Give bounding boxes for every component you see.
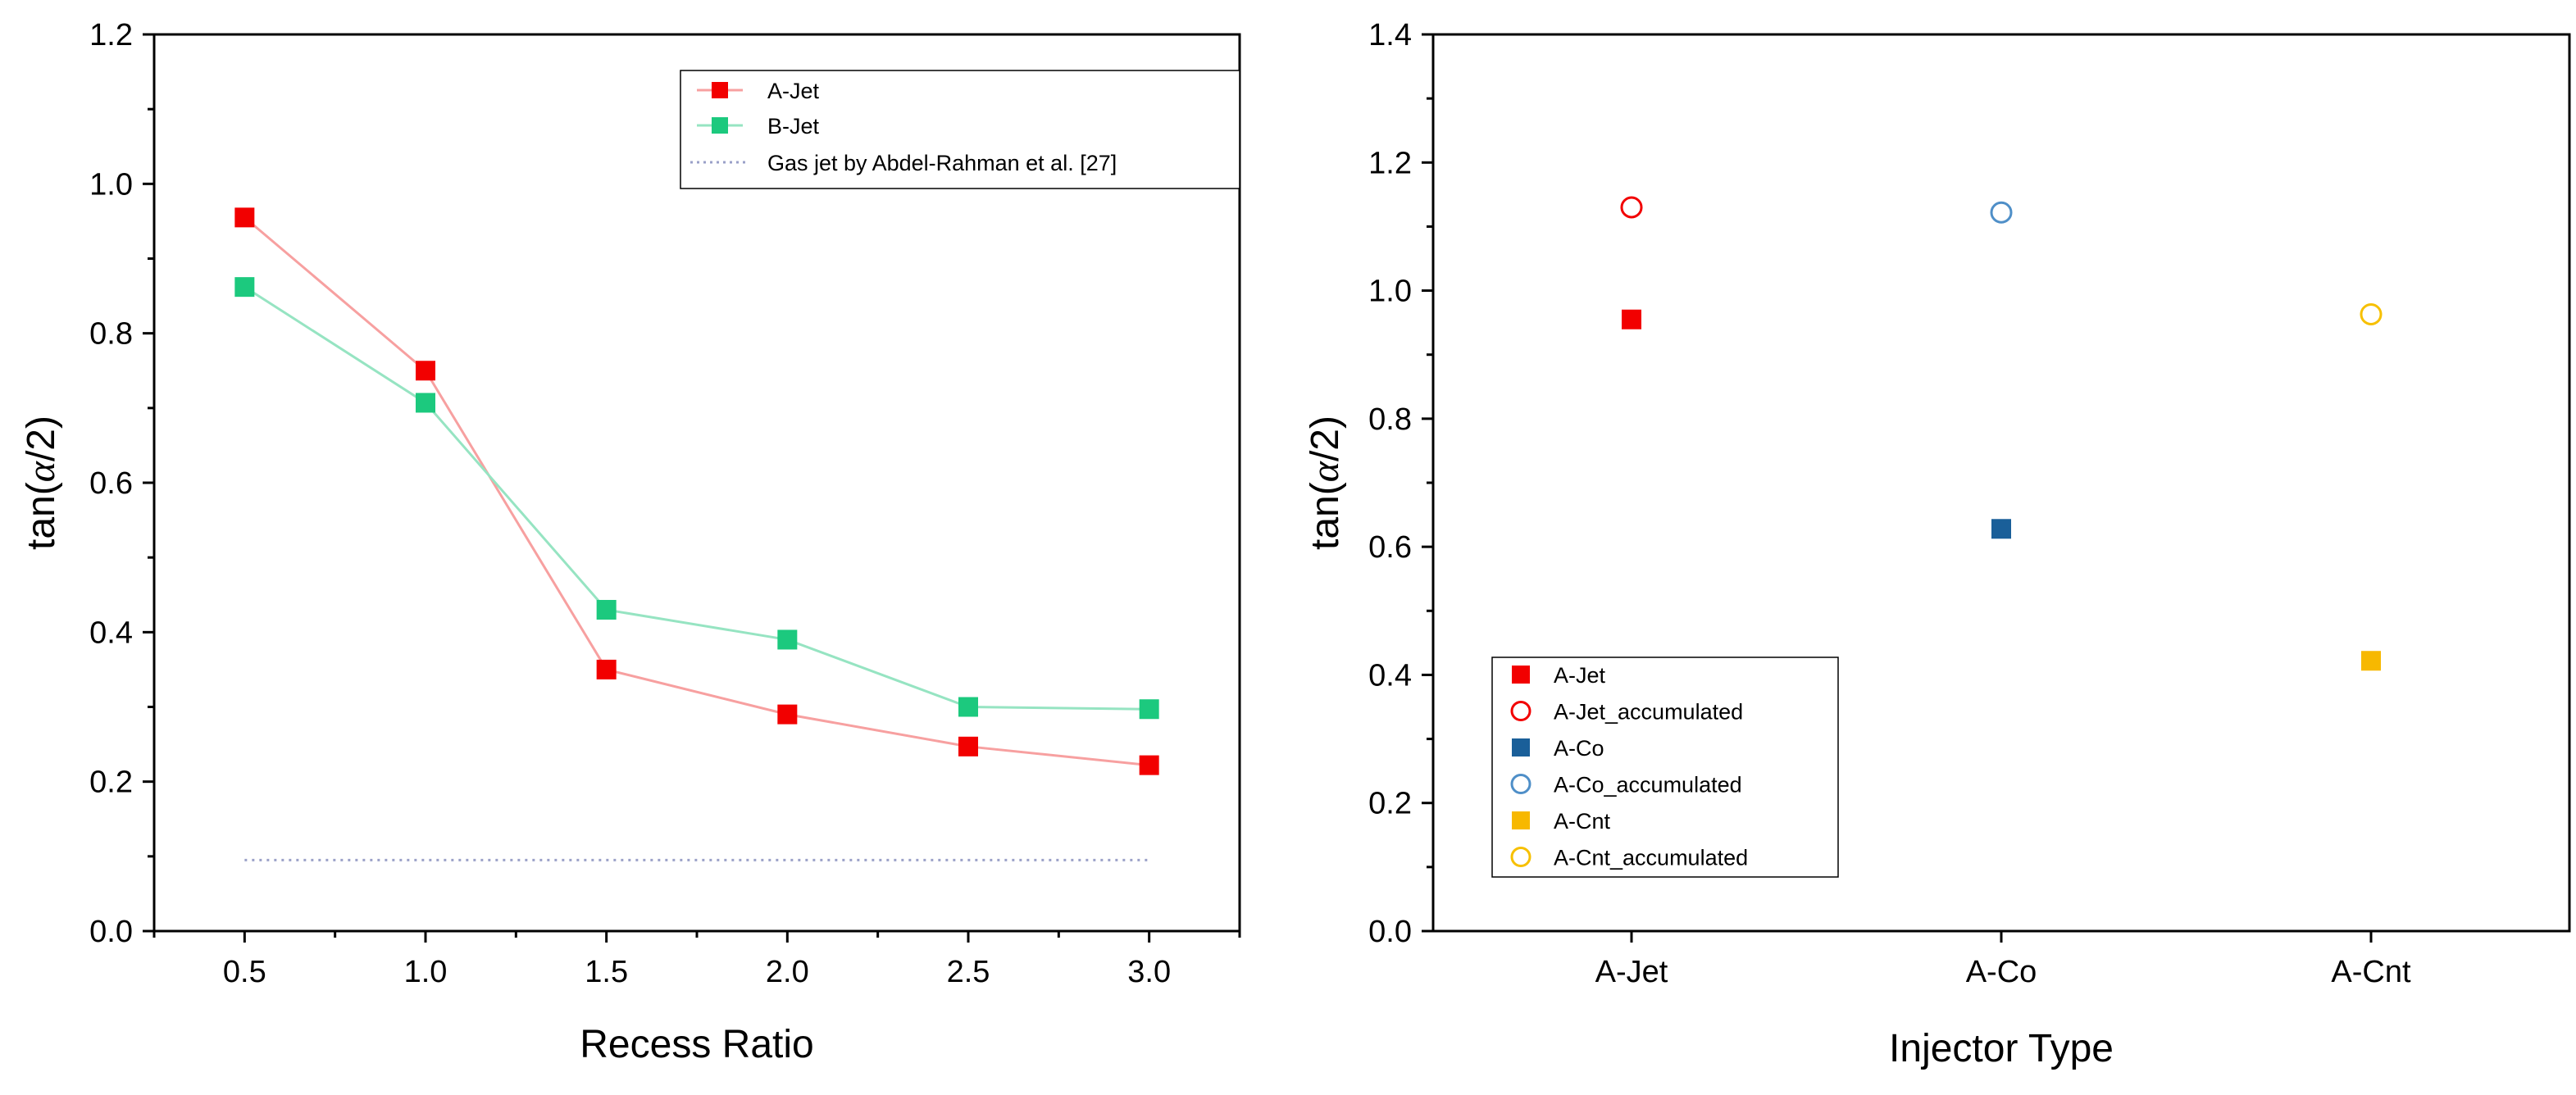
right-y-tick-label: 0.8 (1368, 402, 1412, 437)
left-x-tick-label: 2.5 (947, 955, 990, 989)
legend-label-a-jet-accumulated: A-Jet_accumulated (1554, 700, 1743, 725)
data-point-a-jet (234, 207, 255, 228)
legend-marker-a-jet (1512, 666, 1530, 684)
right-chart: 0.0 0.2 0.4 0.6 0.8 1.0 1.2 1.4 A-Jet A-Co A-Cnt I… (1304, 18, 2571, 1070)
right-legend-items: A-Jet A-Jet_accumulated A-Co A-Co_accumulat… (1510, 663, 1748, 870)
right-x-tick-label: A-Cnt (2331, 955, 2411, 989)
data-point-a-co (1991, 519, 2011, 539)
data-point-b-jet (777, 629, 798, 650)
legend-marker-a-cnt (1512, 811, 1530, 829)
left-series-markers (234, 207, 1159, 775)
left-y-tick-label: 0.4 (89, 616, 133, 650)
right-x-tick-label: A-Co (1966, 955, 2037, 989)
legend-marker-a-cnt-accumulated (1510, 847, 1531, 867)
legend-a-jet-label: A-Jet (767, 79, 820, 103)
legend-marker-a-co-accumulated (1510, 774, 1531, 794)
right-series-markers (1620, 196, 2383, 671)
legend-a-jet-marker (712, 82, 728, 98)
right-axis-ticks: 0.0 0.2 0.4 0.6 0.8 1.0 1.2 1.4 A-Jet A-Co A-Cnt (1368, 18, 2411, 989)
data-point-a-jet (1622, 309, 1641, 329)
right-y-axis-title: tan(α/2) (1304, 416, 1347, 550)
right-x-tick-label: A-Jet (1595, 955, 1668, 989)
series-line-a-jet (243, 216, 1149, 767)
left-axis-ticks: 0.0 0.2 0.4 0.6 0.8 1.0 1.2 0.5 1.0 1.5 2.0 2.5 3.0 (89, 18, 1241, 989)
left-legend-box (680, 70, 1240, 189)
left-y-tick-label: 0.0 (89, 915, 133, 949)
data-point-a-jet (777, 704, 798, 725)
right-y-tick-label: 1.0 (1368, 275, 1412, 309)
legend-label-a-cnt: A-Cnt (1554, 809, 1611, 834)
left-x-tick-label: 1.5 (585, 955, 628, 989)
legend-marker-a-co (1512, 738, 1530, 757)
legend-b-jet-label: B-Jet (767, 114, 820, 139)
right-legend: A-Jet A-Jet_accumulated A-Co A-Co_accumulat… (1491, 657, 1839, 878)
data-point-b-jet (1139, 699, 1159, 720)
left-series-lines (243, 216, 1149, 767)
data-point-b-jet (958, 697, 978, 717)
data-point-b-jet (416, 393, 435, 413)
data-point-a-co-accumulated (1990, 201, 2013, 224)
right-y-tick-label: 0.0 (1368, 915, 1412, 949)
right-y-tick-label: 0.4 (1368, 658, 1412, 693)
right-y-tick-label: 0.6 (1368, 530, 1412, 565)
legend-label-a-jet: A-Jet (1554, 663, 1606, 688)
left-plot-frame (152, 33, 1241, 933)
data-point-a-jet (958, 736, 978, 757)
legend-label-a-cnt-accumulated: A-Cnt_accumulated (1554, 846, 1748, 870)
data-point-a-jet (1139, 755, 1159, 775)
legend-label-a-co-accumulated: A-Co_accumulated (1554, 773, 1742, 797)
data-point-a-jet-accumulated (1620, 196, 1643, 219)
left-chart: 0.00.20.40.60.81.01.20.5 1.0 1.5 2.0 2.5 3.0 … (20, 18, 1241, 1066)
left-x-tick-label: 3.0 (1127, 955, 1171, 989)
left-y-tick-label: 0.8 (89, 317, 133, 352)
left-y-axis-title: tan(α/2) (20, 416, 63, 550)
legend-label-a-co: A-Co (1554, 736, 1604, 761)
left-legend: A-Jet B-Jet Gas jet by Abdel-Rahman et a… (680, 70, 1240, 189)
legend-marker-a-jet-accumulated (1510, 701, 1531, 721)
legend-b-jet-marker (712, 117, 728, 134)
left-y-tick-label: 1.0 (89, 167, 133, 202)
left-x-tick-label: 2.0 (766, 955, 809, 989)
right-plot-frame (1431, 33, 2571, 933)
right-y-tick-label: 1.4 (1368, 18, 1412, 52)
right-legend-box (1491, 657, 1839, 878)
right-y-tick-label: 0.2 (1368, 787, 1412, 821)
data-point-a-cnt-accumulated (2360, 302, 2383, 325)
data-point-a-cnt (2361, 651, 2381, 671)
legend-gas-jet-label: Gas jet by Abdel-Rahman et al. [27] (767, 151, 1117, 175)
left-x-tick-label: 0.5 (223, 955, 266, 989)
left-y-tick-label: 0.6 (89, 466, 133, 501)
data-point-b-jet (596, 599, 617, 620)
left-y-tick-label: 0.2 (89, 766, 133, 800)
left-x-tick-label: 1.0 (404, 955, 448, 989)
data-point-a-jet (596, 659, 617, 679)
left-x-axis-title: Recess Ratio (580, 1023, 813, 1066)
data-point-a-jet (416, 361, 435, 381)
right-x-axis-title: Injector Type (1889, 1027, 2114, 1070)
left-y-tick-label: 1.2 (89, 18, 133, 52)
series-line-b-jet (243, 285, 1149, 711)
data-point-b-jet (234, 277, 255, 298)
right-y-tick-label: 1.2 (1368, 146, 1412, 180)
